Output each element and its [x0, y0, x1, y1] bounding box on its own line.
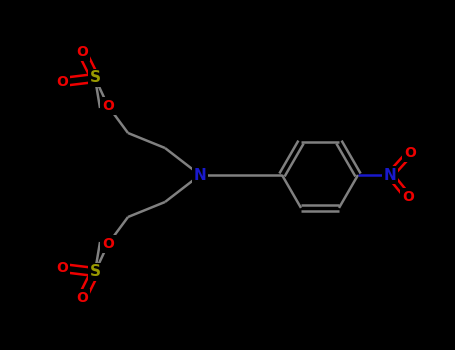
- Text: N: N: [384, 168, 396, 182]
- Text: N: N: [194, 168, 207, 182]
- Text: O: O: [102, 99, 114, 113]
- Text: O: O: [56, 261, 68, 275]
- Text: O: O: [76, 45, 88, 59]
- Text: O: O: [402, 190, 414, 204]
- Text: S: S: [90, 70, 101, 85]
- Text: O: O: [56, 75, 68, 89]
- Text: O: O: [76, 291, 88, 305]
- Text: S: S: [90, 265, 101, 280]
- Text: O: O: [404, 146, 416, 160]
- Text: O: O: [102, 237, 114, 251]
